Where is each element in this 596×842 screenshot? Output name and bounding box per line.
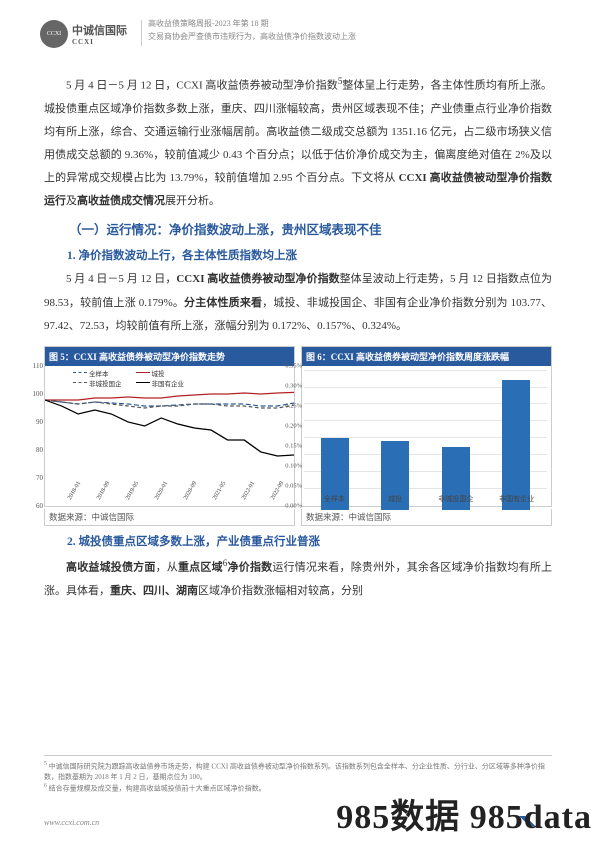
chart6-title: 图 6：CCXI 高收益债券被动型净价指数周度涨跌幅	[302, 347, 551, 366]
p1-mid: 及	[66, 195, 77, 207]
heading-2b: 2. 城投债重点区域多数上涨，产业债重点行业普涨	[44, 532, 552, 553]
chart5-plot	[45, 380, 294, 480]
chart5-title: 图 5：CCXI 高收益债券被动型净价指数走势	[45, 347, 294, 366]
fn5-text: 中诚信国际研究院为跟踪高收益债券市场走势，构建 CCXI 高收益债券被动型净价指…	[44, 762, 545, 781]
watermark: 985数据 985data	[336, 789, 592, 838]
p1-pre: 5 月 4 日－5 月 12 日，CCXI 高收益债券被动型净价指数	[66, 80, 338, 92]
footer-url: www.ccxi.com.cn	[44, 818, 99, 827]
p1-bold2: 高收益债成交情况	[77, 195, 165, 207]
logo: CCXI 中诚信国际 CCXI	[40, 18, 135, 50]
charts-row: 图 5：CCXI 高收益债券被动型净价指数走势 全样本城投非城投国企非国有企业 …	[44, 346, 552, 507]
fn6-text: 结合存量规模及成交量，构建高收益城投债前十大重点区域净价指数。	[49, 785, 266, 793]
header-line1: 高收益债策略周报-2023 年第 18 期	[148, 18, 356, 31]
p3-b3: 净价指数	[227, 562, 272, 574]
para-3: 高收益城投债方面，从重点区域6净价指数运行情况来看，除贵州外，其余各区域净价指数…	[44, 554, 552, 603]
header-divider	[141, 20, 142, 46]
heading-2a: 1. 净价指数波动上行，各主体性质指数均上涨	[44, 246, 552, 267]
chart6-xaxis: 全样本城投非城投国企非国有企业	[304, 494, 547, 504]
p1-end: 展开分析。	[165, 195, 220, 207]
para-1: 5 月 4 日－5 月 12 日，CCXI 高收益债券被动型净价指数5整体呈上行…	[44, 72, 552, 213]
header-meta: 高收益债策略周报-2023 年第 18 期 交易商协会严查债市违规行为，高收益债…	[148, 18, 356, 44]
source-right: 数据来源：中诚信国际	[301, 509, 552, 526]
p2-b1: CCXI 高收益债券被动型净价指数	[176, 273, 339, 285]
p3-b4: 重庆、四川、湖南	[110, 585, 198, 597]
chart5-yaxis: 60708090100110	[27, 366, 45, 506]
chart5-body: 全样本城投非城投国企非国有企业 60708090100110 2018-0120…	[45, 366, 294, 506]
chart6-body: 0.00%0.05%0.10%0.15%0.20%0.25%0.30%0.35%…	[302, 366, 551, 506]
content: 5 月 4 日－5 月 12 日，CCXI 高收益债券被动型净价指数5整体呈上行…	[0, 58, 596, 603]
p3-m3: 区域净价指数涨幅相对较高，分别	[198, 585, 363, 597]
p3-b1: 高收益城投债方面	[66, 562, 156, 574]
source-left: 数据来源：中诚信国际	[44, 509, 295, 526]
logo-text-cn: 中诚信国际	[72, 22, 127, 38]
header-line2: 交易商协会严查债市违规行为，高收益债净价指数波动上涨	[148, 31, 356, 44]
source-row: 数据来源：中诚信国际 数据来源：中诚信国际	[44, 509, 552, 526]
p1-post: 整体呈上行走势，各主体性质均有所上涨。城投债重点区域净价指数多数上涨，重庆、四川…	[44, 80, 552, 184]
page-header: CCXI 中诚信国际 CCXI 高收益债策略周报-2023 年第 18 期 交易…	[0, 0, 596, 58]
chart5-xaxis: 2018-012018-092019-052020-012020-092021-…	[67, 498, 290, 504]
chart-5: 图 5：CCXI 高收益债券被动型净价指数走势 全样本城投非城投国企非国有企业 …	[44, 346, 295, 507]
p2-b2: 分主体性质来看	[184, 297, 262, 309]
heading-1: （一）运行情况：净价指数波动上涨，贵州区域表现不佳	[44, 219, 552, 242]
footnote-5: 5 中诚信国际研究院为跟踪高收益债券市场走势，构建 CCXI 高收益债券被动型净…	[44, 760, 552, 782]
p2-pre: 5 月 4 日－5 月 12 日，	[66, 273, 176, 285]
p3-b2: 重点区域	[178, 562, 223, 574]
logo-icon: CCXI	[40, 20, 68, 48]
p3-m1: ，从	[156, 562, 178, 574]
chart6-bars	[304, 370, 547, 510]
para-2: 5 月 4 日－5 月 12 日，CCXI 高收益债券被动型净价指数整体呈波动上…	[44, 268, 552, 337]
chart-6: 图 6：CCXI 高收益债券被动型净价指数周度涨跌幅 0.00%0.05%0.1…	[301, 346, 552, 507]
logo-text-en: CCXI	[72, 38, 127, 46]
chart6-yaxis: 0.00%0.05%0.10%0.15%0.20%0.25%0.30%0.35%	[282, 366, 304, 506]
